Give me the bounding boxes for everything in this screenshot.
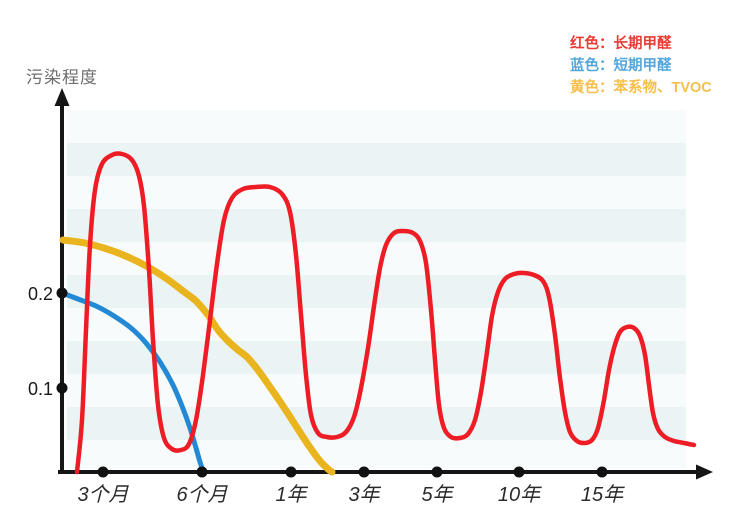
x-tick-label: 3个月 [77, 484, 129, 506]
curve-红色：长期甲醛 [74, 151, 697, 475]
y-axis-ticks: 0.2 0.1 [28, 284, 68, 399]
legend-item-red: 红色：长期甲醛 [570, 36, 672, 52]
legend-item-yellow: 黄色：苯系物、TVOC [570, 80, 712, 96]
curve-蓝色：短期甲醛 [59, 290, 206, 474]
x-tick-dot [358, 466, 370, 478]
x-tick-dot [513, 466, 525, 478]
x-tick-label: 5年 [421, 484, 454, 506]
x-tick-label: 3年 [348, 484, 381, 506]
x-axis-ticks: 3个月 6个月 1年 3年 5年 10年 15年 [77, 466, 625, 506]
x-tick-label: 1年 [275, 484, 308, 506]
axes [54, 88, 713, 480]
x-tick-dot [97, 466, 109, 478]
y-tick-dot [56, 382, 68, 394]
y-tick-label: 0.1 [28, 379, 53, 399]
x-tick-dot [196, 466, 208, 478]
x-tick-dot [431, 466, 443, 478]
y-tick-dot [56, 287, 68, 299]
curves [59, 151, 697, 476]
x-tick-dot [596, 466, 608, 478]
legend-item-blue: 蓝色：短期甲醛 [570, 58, 672, 74]
legend: 红色：长期甲醛 蓝色：短期甲醛 黄色：苯系物、TVOC [570, 33, 712, 99]
y-axis-title: 污染程度 [26, 68, 98, 87]
y-tick-label: 0.2 [28, 284, 53, 304]
x-tick-dot [285, 466, 297, 478]
curve-黄色：苯系物、TVOC [59, 236, 336, 476]
x-tick-label: 10年 [498, 484, 542, 506]
x-axis-arrow-icon [696, 464, 713, 480]
x-tick-label: 15年 [581, 484, 625, 506]
x-tick-label: 6个月 [176, 484, 228, 506]
y-axis-arrow-icon [54, 88, 70, 106]
